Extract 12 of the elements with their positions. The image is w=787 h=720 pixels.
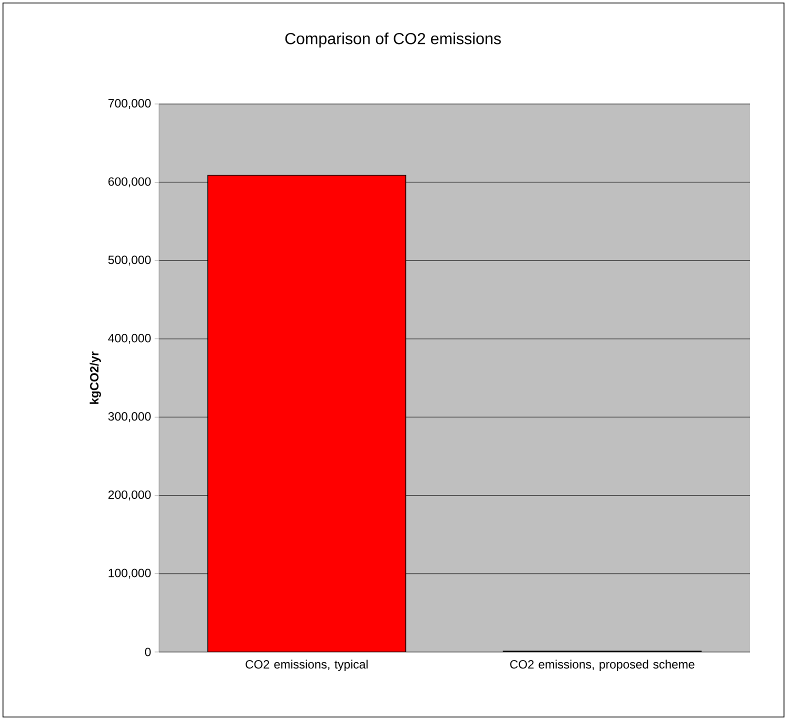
chart-title: Comparison of CO2 emissions xyxy=(285,32,501,48)
y-tick-label: 200,000 xyxy=(108,490,151,500)
y-tick-label: 100,000 xyxy=(108,568,151,579)
y-axis-title: kgCO2/yr xyxy=(90,352,101,404)
y-tick-label: 600,000 xyxy=(108,177,151,188)
x-tick-label: CO2 emissions, typical xyxy=(246,660,368,671)
y-tick-label: 700,000 xyxy=(108,99,151,109)
x-tick-label: CO2 emissions, proposed scheme xyxy=(510,660,694,671)
y-tick-label: 400,000 xyxy=(108,334,151,344)
y-tick-label: 300,000 xyxy=(108,412,151,422)
y-tick-label: 0 xyxy=(145,648,151,656)
y-tick-label: 500,000 xyxy=(108,256,151,266)
